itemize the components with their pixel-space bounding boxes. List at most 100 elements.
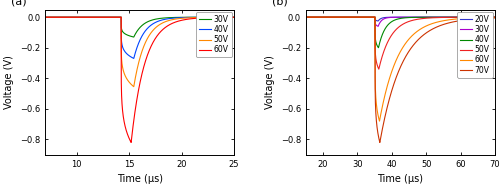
30V — [492, 16, 498, 18]
70V — [492, 17, 498, 19]
30V — [375, 25, 381, 28]
20V — [375, 20, 381, 22]
50V — [130, 86, 136, 88]
Text: (a): (a) — [11, 0, 26, 7]
60V — [376, 120, 382, 122]
50V — [231, 16, 237, 18]
40V — [444, 16, 450, 18]
40V — [114, 16, 120, 18]
60V — [416, 29, 422, 31]
20V — [458, 16, 464, 18]
60V — [458, 17, 464, 20]
60V — [156, 33, 162, 35]
50V — [492, 16, 498, 18]
50V — [165, 20, 171, 22]
40V — [42, 16, 48, 18]
50V — [338, 16, 344, 18]
Y-axis label: Voltage (V): Voltage (V) — [266, 55, 276, 109]
Line: 30V: 30V — [45, 17, 234, 37]
70V — [416, 37, 422, 40]
50V — [114, 16, 120, 18]
60V — [114, 16, 120, 18]
50V — [76, 16, 82, 18]
40V — [492, 16, 498, 18]
60V — [183, 18, 189, 21]
60V — [492, 16, 498, 19]
70V — [377, 141, 383, 144]
40V — [426, 16, 432, 18]
Line: 30V: 30V — [306, 17, 495, 26]
60V — [303, 16, 309, 18]
50V — [375, 67, 381, 69]
Line: 20V: 20V — [306, 17, 495, 21]
40V — [156, 20, 162, 22]
70V — [444, 22, 450, 24]
40V — [338, 16, 344, 18]
50V — [444, 16, 450, 19]
60V — [444, 19, 450, 21]
60V — [338, 16, 344, 18]
50V — [198, 16, 203, 19]
40V — [416, 16, 422, 18]
50V — [426, 17, 432, 19]
40V — [231, 16, 237, 18]
Line: 40V: 40V — [45, 17, 234, 58]
Legend: 30V, 40V, 50V, 60V: 30V, 40V, 50V, 60V — [196, 12, 232, 57]
40V — [375, 46, 381, 49]
60V — [165, 24, 171, 27]
40V — [183, 16, 189, 19]
X-axis label: Time (μs): Time (μs) — [116, 174, 162, 184]
60V — [128, 141, 134, 144]
30V — [130, 36, 136, 38]
Text: (b): (b) — [272, 0, 287, 7]
20V — [375, 20, 381, 22]
50V — [303, 16, 309, 18]
70V — [303, 16, 309, 18]
50V — [183, 17, 189, 19]
50V — [156, 24, 162, 27]
X-axis label: Time (μs): Time (μs) — [378, 174, 424, 184]
40V — [198, 16, 203, 18]
60V — [198, 17, 203, 19]
70V — [375, 134, 381, 136]
50V — [42, 16, 48, 18]
60V — [375, 115, 381, 117]
70V — [338, 16, 344, 18]
50V — [458, 16, 464, 18]
40V — [458, 16, 464, 18]
20V — [338, 16, 344, 18]
30V — [338, 16, 344, 18]
Legend: 20V, 30V, 40V, 50V, 60V, 70V: 20V, 30V, 40V, 50V, 60V, 70V — [457, 12, 492, 78]
40V — [76, 16, 82, 18]
Y-axis label: Voltage (V): Voltage (V) — [4, 55, 15, 109]
20V — [416, 16, 422, 18]
20V — [492, 16, 498, 18]
40V — [303, 16, 309, 18]
30V — [183, 16, 189, 18]
20V — [426, 16, 432, 18]
30V — [444, 16, 450, 18]
30V — [42, 16, 48, 18]
30V — [426, 16, 432, 18]
30V — [375, 25, 381, 27]
30V — [156, 18, 162, 20]
50V — [376, 68, 382, 70]
60V — [231, 16, 237, 18]
40V — [130, 57, 136, 60]
30V — [416, 16, 422, 18]
30V — [458, 16, 464, 18]
60V — [42, 16, 48, 18]
30V — [198, 16, 203, 18]
30V — [114, 16, 120, 18]
Line: 50V: 50V — [45, 17, 234, 87]
30V — [76, 16, 82, 18]
Line: 70V: 70V — [306, 17, 495, 142]
Line: 60V: 60V — [45, 17, 234, 142]
30V — [303, 16, 309, 18]
20V — [303, 16, 309, 18]
50V — [416, 18, 422, 20]
70V — [458, 19, 464, 22]
60V — [76, 16, 82, 18]
30V — [231, 16, 237, 18]
40V — [165, 18, 171, 20]
